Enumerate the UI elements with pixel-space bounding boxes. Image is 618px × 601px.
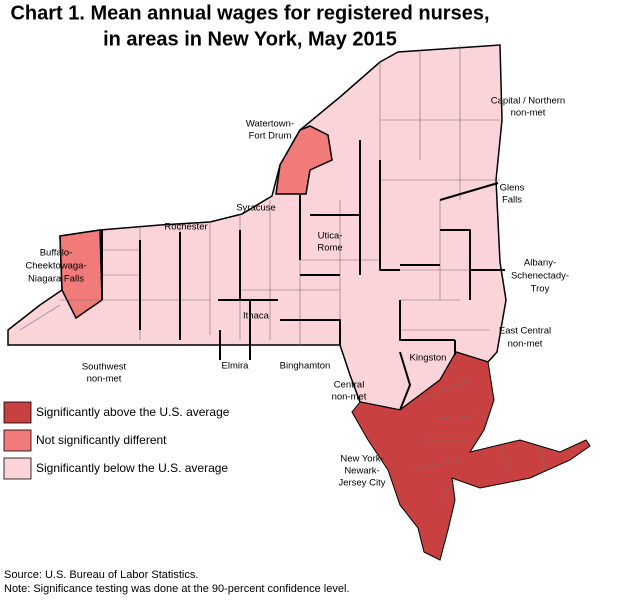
area-label: Ithaca <box>243 311 270 322</box>
area-label: East Central <box>499 326 551 337</box>
area-label: Niagara Falls <box>28 274 84 285</box>
area-label: non-met <box>511 108 546 119</box>
legend: Significantly above the U.S. average Not … <box>3 401 230 480</box>
title: in areas in New York, May 2015 <box>103 28 397 50</box>
area-label: Southwest <box>82 362 127 373</box>
legend-swatch <box>3 457 32 480</box>
area-label: Watertown- <box>246 119 294 130</box>
area-label: Capital / Northern <box>491 96 565 107</box>
area-label: Syracuse <box>236 203 276 214</box>
area-label: Cheektowaga- <box>25 261 86 272</box>
area-label: Rome <box>317 243 342 254</box>
legend-swatch <box>3 401 32 424</box>
area-label: Kingston <box>410 353 447 364</box>
area-label: Glens <box>500 183 525 194</box>
region-borders <box>101 140 505 411</box>
source: Source: U.S. Bureau of Labor Statistics. <box>4 569 198 581</box>
area-label: Jersey City <box>339 478 386 489</box>
area-label: Newark- <box>344 466 379 477</box>
area-label: Buffalo- <box>40 248 73 259</box>
title: Chart 1. Mean annual wages for registere… <box>10 2 489 24</box>
area-label: Utica- <box>318 231 343 242</box>
area-label: Fort Drum <box>249 131 292 142</box>
region <box>351 351 591 561</box>
area-label: non-met <box>508 339 543 350</box>
area-label: Rochester <box>164 222 207 233</box>
legend-label: Significantly below the U.S. average <box>36 461 228 475</box>
legend-label: Not significantly different <box>36 433 167 447</box>
area-label: non-met <box>332 392 367 403</box>
area-label: Elmira <box>222 361 250 372</box>
area-label: Falls <box>502 195 522 206</box>
area-label: non-met <box>87 374 122 385</box>
area-label: Troy <box>531 284 550 295</box>
legend-label: Significantly above the U.S. average <box>36 405 230 419</box>
area-label: Binghamton <box>280 361 331 372</box>
region <box>275 125 333 195</box>
area-labels: Watertown- Fort Drum Capital / Northern … <box>25 96 569 489</box>
region <box>59 229 103 320</box>
area-label: Albany- <box>524 258 556 269</box>
area-label: Central <box>334 380 365 391</box>
area-label: Schenectady- <box>511 271 569 282</box>
note: Note: Significance testing was done at t… <box>4 583 350 595</box>
area-label: New York- <box>340 454 383 465</box>
legend-swatch <box>3 429 32 452</box>
